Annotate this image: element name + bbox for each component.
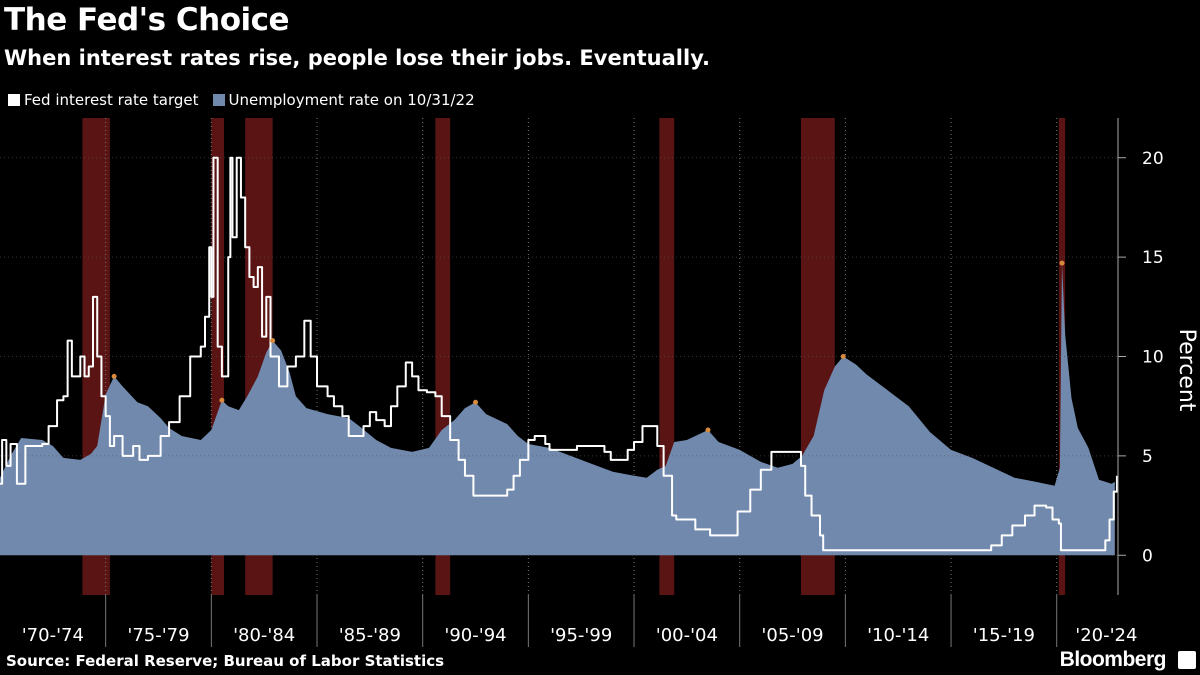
x-period-label: '90-'94 <box>444 625 506 646</box>
legend-item-unemployment[interactable]: Unemployment rate on 10/31/22 <box>212 91 475 109</box>
peak-marker <box>270 338 276 344</box>
peak-marker <box>219 397 225 403</box>
x-period-label: '95-'99 <box>550 625 612 646</box>
peak-marker <box>705 427 711 433</box>
x-period-label: '70-'74 <box>22 625 84 646</box>
legend-label-unemployment: Unemployment rate on 10/31/22 <box>228 91 475 109</box>
bloomberg-logo: Bloomberg <box>1059 648 1167 671</box>
legend-swatch-unemployment <box>212 94 225 106</box>
peak-marker <box>840 354 846 359</box>
x-period-label: '15-'19 <box>973 625 1035 646</box>
y-axis-label: Percent <box>1174 329 1199 412</box>
fed-rate-line <box>0 156 1118 552</box>
peak-marker <box>473 399 479 405</box>
y-tick-label: 10 <box>1142 348 1164 368</box>
legend-swatch-fed-rate <box>8 94 20 106</box>
legend: Fed interest rate target Unemployment ra… <box>8 91 489 109</box>
unemployment-area <box>0 263 1115 556</box>
y-tick-label: 20 <box>1142 149 1164 169</box>
legend-label-fed-rate: Fed interest rate target <box>24 91 199 109</box>
page-subtitle: When interest rates rise, people lose th… <box>4 46 710 70</box>
x-period-label: '80-'84 <box>233 625 295 646</box>
y-tick-label: 15 <box>1142 248 1164 268</box>
x-period-label: '05-'09 <box>761 625 823 646</box>
peak-marker <box>1059 260 1065 266</box>
source-note: Source: Federal Reserve; Bureau of Labor… <box>6 652 445 670</box>
peak-marker <box>111 373 117 379</box>
page-title: The Fed's Choice <box>4 2 290 38</box>
y-tick-label: 5 <box>1142 447 1153 467</box>
legend-item-fed-rate[interactable]: Fed interest rate target <box>8 91 199 109</box>
y-tick-label: 0 <box>1142 546 1153 566</box>
x-period-label: '10-'14 <box>867 625 929 646</box>
x-period-label: '75-'79 <box>127 625 189 646</box>
chart-icon[interactable] <box>1178 651 1196 669</box>
x-period-label: '85-'89 <box>339 625 401 646</box>
x-period-label: '20-'24 <box>1075 625 1137 646</box>
x-period-label: '00-'04 <box>656 625 718 646</box>
